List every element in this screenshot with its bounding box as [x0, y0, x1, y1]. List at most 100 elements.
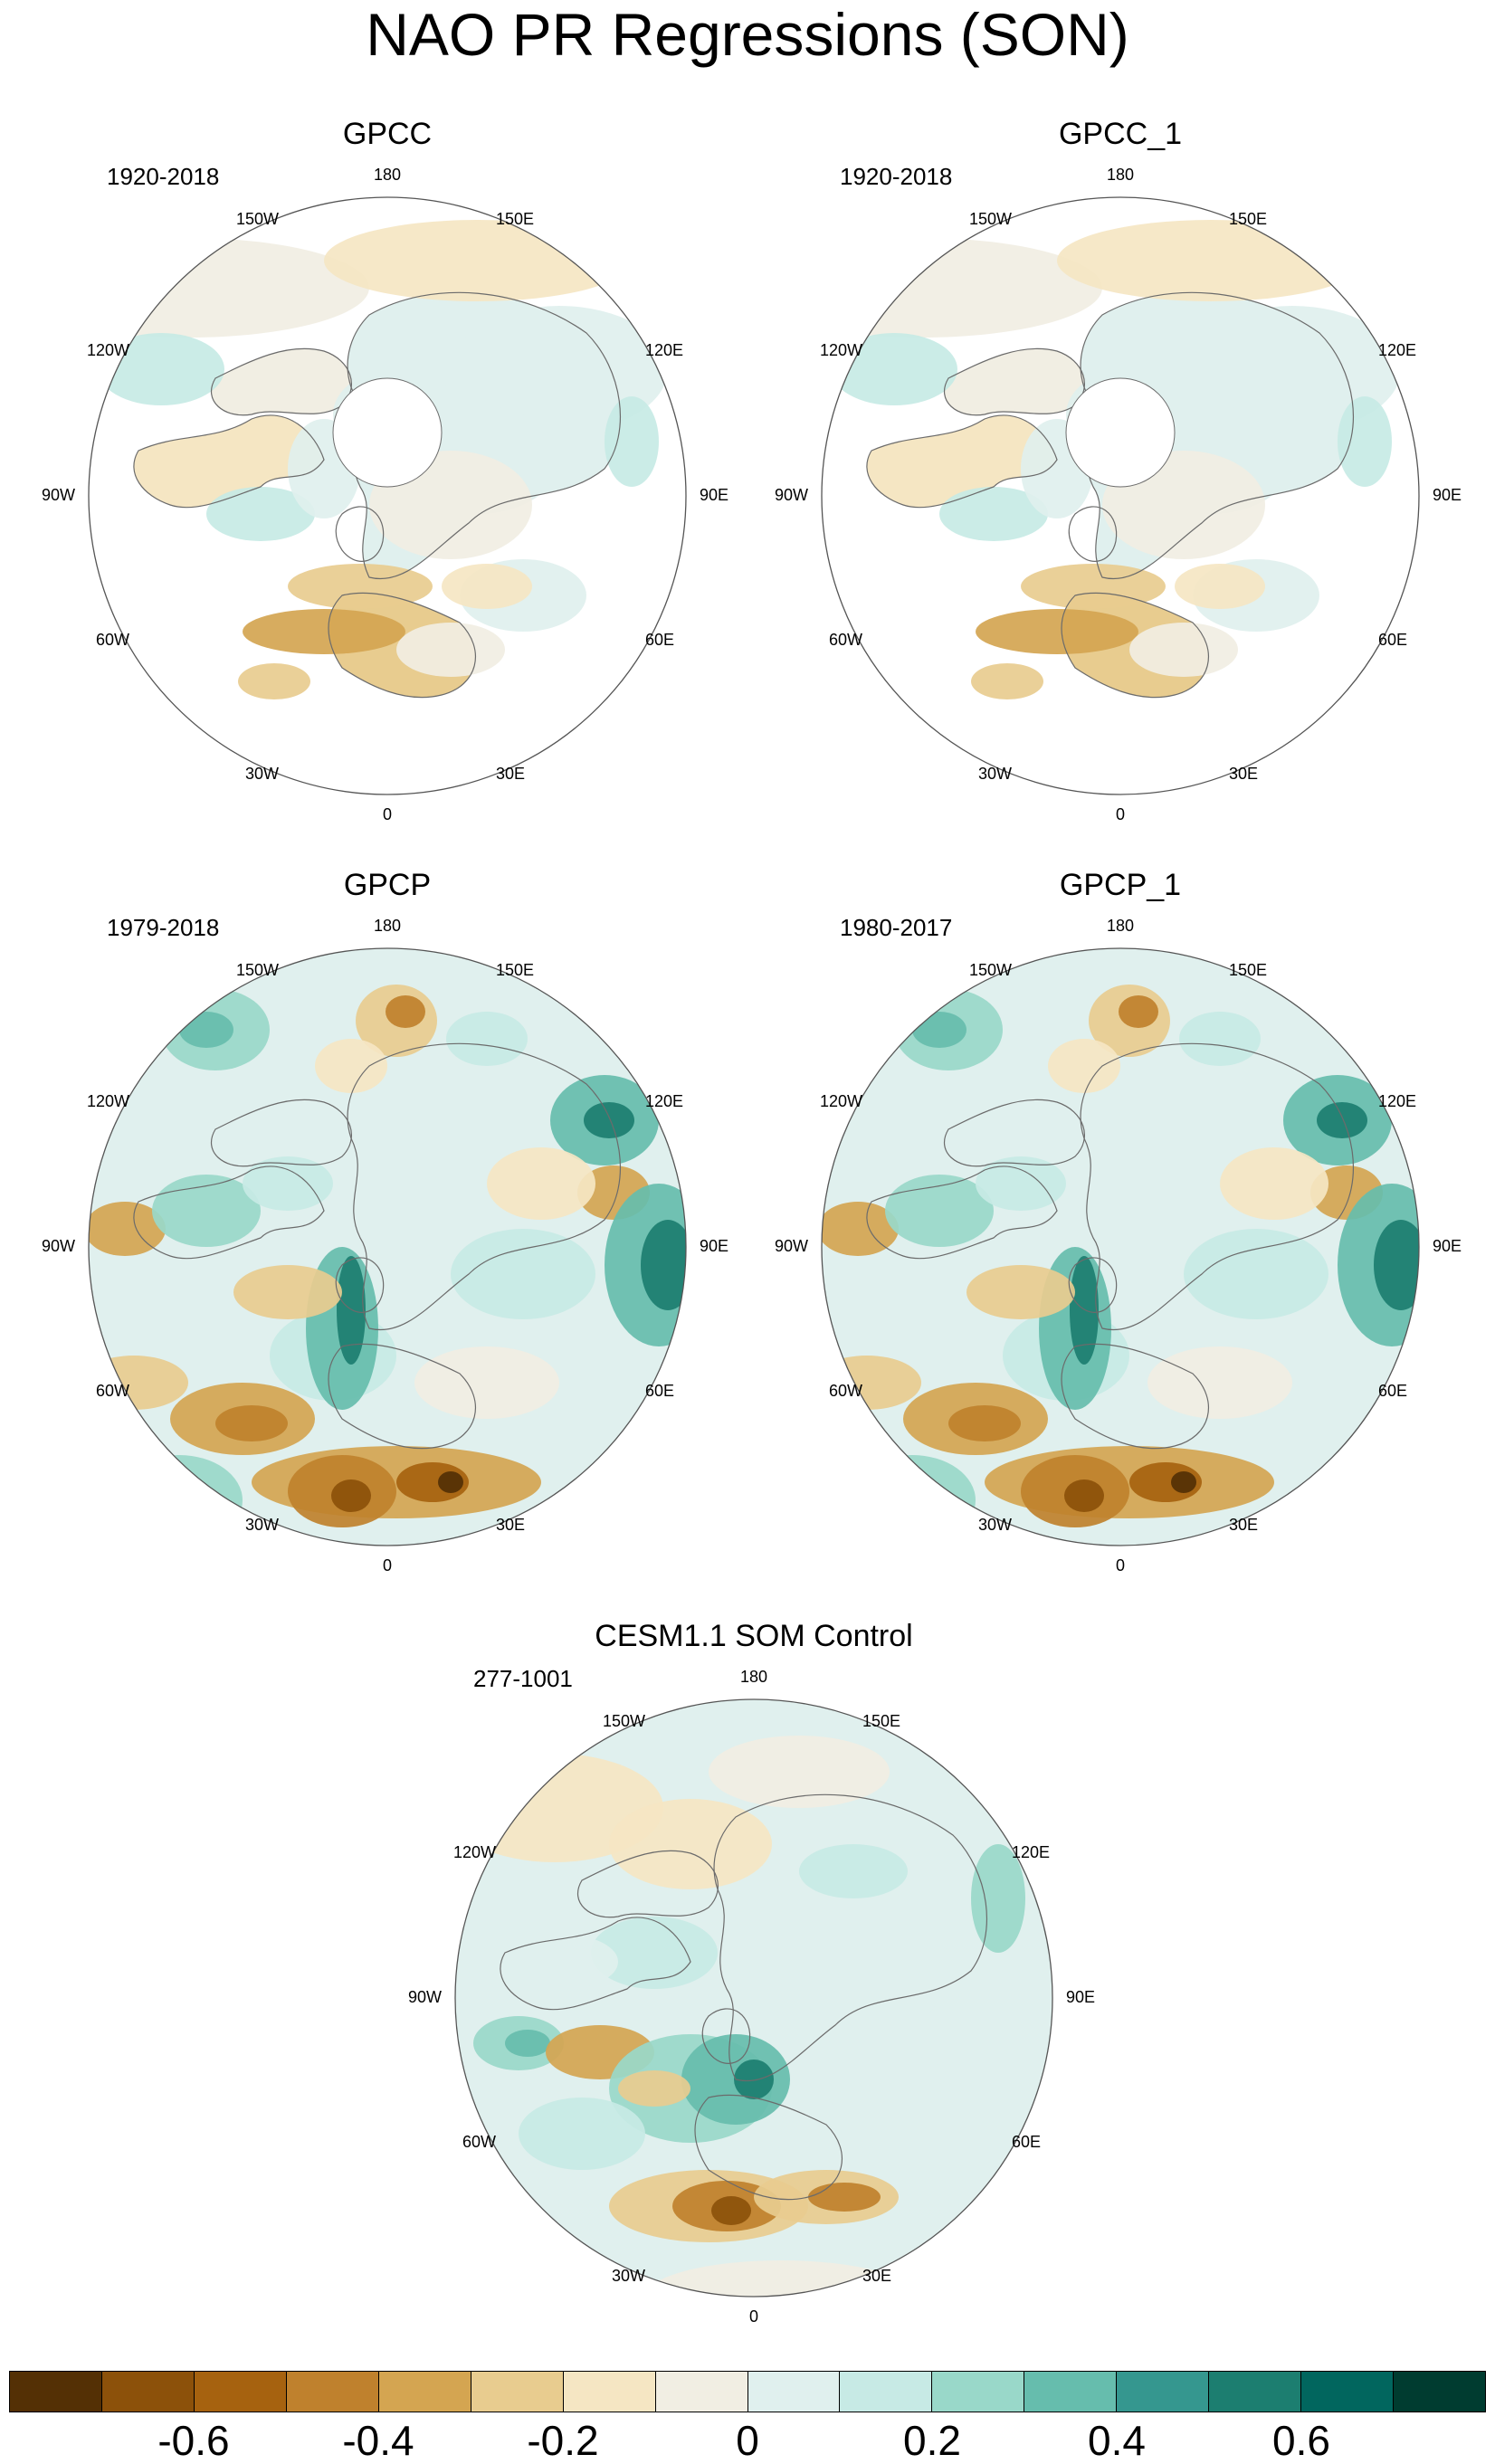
longitude-label: 90W	[775, 1237, 808, 1255]
colorbar-tick-label: 0.4	[1088, 2417, 1146, 2464]
colorbar-box	[1024, 2372, 1118, 2412]
panel-title: GPCC	[342, 117, 433, 151]
panel-years: 1979-2018	[107, 914, 220, 941]
longitude-label: 30E	[496, 1516, 525, 1534]
panel-title: GPCC_1	[1058, 117, 1183, 151]
colorbar-box	[655, 2372, 748, 2412]
panel-title: GPCP_1	[1059, 868, 1182, 902]
colorbar-tick-label: -0.6	[157, 2417, 230, 2464]
colorbar-tick-label: 0.6	[1272, 2417, 1330, 2464]
panel-years: 1920-2018	[840, 163, 953, 190]
longitude-label: 180	[374, 166, 401, 184]
longitude-label: 150E	[1229, 210, 1267, 228]
longitude-label: 120E	[1378, 341, 1416, 359]
longitude-label: 30W	[612, 2267, 645, 2285]
longitude-label: 0	[1116, 805, 1125, 823]
colorbar-box	[1301, 2372, 1395, 2412]
longitude-label: 90E	[700, 1237, 728, 1255]
longitude-label: 30W	[245, 765, 279, 783]
longitude-label: 90E	[1433, 486, 1462, 504]
colorbar-box	[563, 2372, 656, 2412]
longitude-label: 150W	[236, 961, 279, 979]
map-boundary	[88, 947, 687, 1546]
longitude-label: 150W	[969, 210, 1012, 228]
longitude-label: 60E	[1378, 1382, 1407, 1400]
longitude-label: 90W	[42, 1237, 75, 1255]
longitude-label: 90W	[775, 486, 808, 504]
longitude-label: 120W	[820, 341, 862, 359]
longitude-label: 150W	[236, 210, 279, 228]
anomaly-field	[455, 1699, 1052, 2297]
map-boundary	[454, 1698, 1053, 2298]
longitude-label: 30E	[862, 2267, 891, 2285]
longitude-label: 90E	[1433, 1237, 1462, 1255]
longitude-label: 60W	[462, 2133, 496, 2151]
colorbar-box	[10, 2372, 102, 2412]
longitude-label: 90W	[408, 1988, 442, 2006]
colorbar-tick-label: -0.2	[527, 2417, 599, 2464]
map-panel-gpcc: GPCC 1920-2018 180 150E 120E 90E 60E 30E 0 30W 6…	[42, 116, 728, 840]
map-panel-gpcc-1: GPCC_1 1920-2018 180 150E 120E 90E 60E 30E 0 30…	[775, 116, 1462, 840]
longitude-label: 60W	[829, 631, 862, 649]
longitude-label: 60W	[96, 631, 129, 649]
colorbar-box	[840, 2372, 933, 2412]
panel-years: 277-1001	[473, 1665, 573, 1692]
polar-map: 180 150E 120E 90E 60E 30E 0 30W 60W 90W 120W 150W	[775, 166, 1462, 823]
longitude-label: 150W	[969, 961, 1012, 979]
longitude-label: 0	[1116, 1556, 1125, 1574]
longitude-label: 60W	[96, 1382, 129, 1400]
longitude-label: 90W	[42, 486, 75, 504]
longitude-label: 150E	[1229, 961, 1267, 979]
longitude-label: 120W	[820, 1092, 862, 1110]
longitude-label: 150W	[603, 1712, 645, 1730]
colorbar-box	[1117, 2372, 1210, 2412]
polar-map: 180 150E 120E 90E 60E 30E 0 30W 60W 90W 120W 150W	[408, 1668, 1095, 2326]
anomaly-field	[822, 197, 1419, 794]
colorbar-box	[1394, 2372, 1485, 2412]
longitude-label: 120E	[1378, 1092, 1416, 1110]
longitude-label: 0	[383, 805, 392, 823]
colorbar-box	[101, 2372, 195, 2412]
longitude-label: 120E	[645, 341, 683, 359]
colorbar-tick-label: 0	[736, 2417, 759, 2464]
longitude-label: 60E	[645, 631, 674, 649]
polar-map: 180 150E 120E 90E 60E 30E 0 30W 60W 90W 120W 150W	[42, 166, 728, 823]
map-boundary	[821, 947, 1420, 1546]
anomaly-field	[89, 948, 686, 1546]
longitude-label: 30W	[245, 1516, 279, 1534]
map-panel-cesm-som-control: CESM1.1 SOM Control 277-1001 180 150E 120E…	[408, 1618, 1095, 2342]
colorbar-tick-label: -0.4	[342, 2417, 414, 2464]
colorbar-box	[286, 2372, 379, 2412]
panel-years: 1920-2018	[107, 163, 220, 190]
longitude-label: 120E	[1012, 1843, 1050, 1861]
longitude-label: 180	[1107, 917, 1134, 935]
panel-years: 1980-2017	[840, 914, 953, 941]
longitude-label: 30W	[978, 1516, 1012, 1534]
longitude-label: 120W	[87, 341, 129, 359]
colorbar	[9, 2371, 1486, 2412]
longitude-label: 60W	[829, 1382, 862, 1400]
longitude-label: 30W	[978, 765, 1012, 783]
panel-title: GPCP	[343, 868, 432, 902]
colorbar-box	[471, 2372, 564, 2412]
colorbar-box	[748, 2372, 841, 2412]
colorbar-box	[194, 2372, 287, 2412]
colorbar-box	[378, 2372, 471, 2412]
longitude-label: 60E	[1378, 631, 1407, 649]
longitude-label: 90E	[700, 486, 728, 504]
longitude-label: 120W	[87, 1092, 129, 1110]
longitude-label: 0	[383, 1556, 392, 1574]
longitude-label: 0	[749, 2307, 758, 2326]
longitude-label: 180	[740, 1668, 767, 1686]
longitude-label: 90E	[1066, 1988, 1095, 2006]
anomaly-field	[89, 197, 686, 794]
colorbar-box	[932, 2372, 1025, 2412]
longitude-label: 120E	[645, 1092, 683, 1110]
map-panel-gpcp: GPCP 1979-2018 180 150E 120E 90E 60E 30E 0 30W 6…	[42, 867, 728, 1591]
longitude-label: 60E	[1012, 2133, 1041, 2151]
longitude-label: 60E	[645, 1382, 674, 1400]
map-boundary	[88, 196, 687, 795]
map-boundary	[821, 196, 1420, 795]
longitude-label: 150E	[496, 961, 534, 979]
polar-map: 180 150E 120E 90E 60E 30E 0 30W 60W 90W 120W 150W	[42, 917, 728, 1574]
